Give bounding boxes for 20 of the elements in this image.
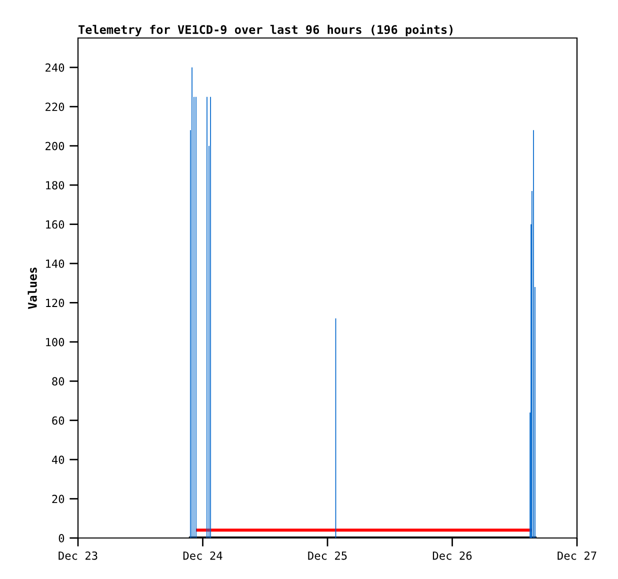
y-tick-label: 80 [52, 377, 64, 386]
x-tick-label: Dec 26 [432, 551, 472, 560]
y-tick-label: 160 [46, 220, 64, 229]
chart-title: Telemetry for VE1CD-9 over last 96 hours (196 points) [78, 24, 452, 36]
y-tick-label: 20 [52, 494, 64, 504]
y-tick-label: 120 [46, 298, 64, 308]
x-tick-label: Dec 25 [308, 551, 347, 560]
y-tick-label: 220 [46, 102, 64, 112]
y-tick-label: 40 [52, 456, 64, 464]
y-axis-title: Values [28, 268, 37, 309]
y-tick-label: 200 [46, 142, 64, 150]
y-tick-label: 0 [58, 534, 64, 542]
x-tick-label: Dec 23 [58, 551, 98, 560]
y-tick-label: 240 [46, 63, 64, 72]
y-tick-label: 140 [46, 259, 64, 268]
y-tick-label: 60 [52, 416, 64, 425]
y-tick-label: 100 [46, 338, 64, 346]
x-tick-label: Dec 24 [183, 551, 222, 560]
y-tick-label: 180 [46, 181, 64, 190]
x-tick-label: Dec 27 [558, 551, 596, 560]
